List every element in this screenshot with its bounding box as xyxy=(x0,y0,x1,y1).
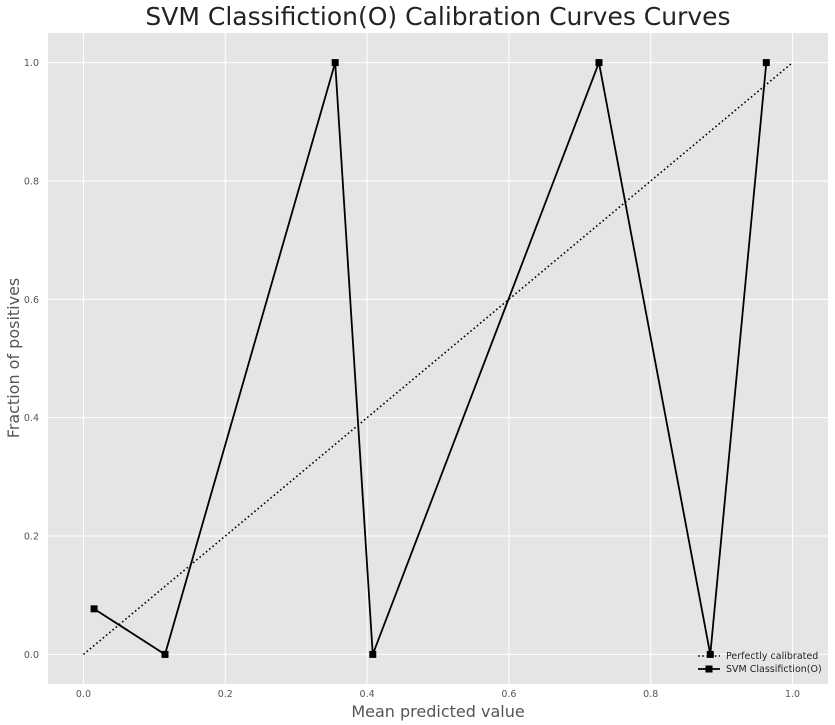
y-axis-label: Fraction of positives xyxy=(4,278,23,439)
svm-data-point xyxy=(762,59,770,67)
svm-data-point xyxy=(369,650,377,658)
perfect-calibration-line xyxy=(82,61,794,656)
y-tick-label: 0.4 xyxy=(24,413,39,424)
legend-label-svm: SVM Classifiction(O) xyxy=(726,664,822,675)
chart-title: SVM Classifiction(O) Calibration Curves … xyxy=(145,2,730,31)
svm-data-point xyxy=(595,59,603,67)
y-tick-label: 0.6 xyxy=(24,295,39,306)
x-tick-labels: 0.0 0.2 0.4 0.6 0.8 1.0 xyxy=(76,689,800,700)
legend-marker-svm xyxy=(705,665,713,673)
svm-data-point xyxy=(331,59,339,67)
gridlines xyxy=(48,33,828,684)
x-axis-label: Mean predicted value xyxy=(351,702,524,721)
y-tick-label: 1.0 xyxy=(24,58,39,69)
y-tick-label: 0.0 xyxy=(24,650,39,661)
legend: Perfectly calibrated SVM Classifiction(O… xyxy=(698,651,822,675)
y-tick-label: 0.8 xyxy=(24,176,39,187)
x-tick-label: 1.0 xyxy=(785,689,800,700)
svm-data-point xyxy=(90,605,98,613)
y-tick-label: 0.2 xyxy=(24,532,39,543)
data-series xyxy=(82,59,794,658)
x-tick-label: 0.0 xyxy=(76,689,91,700)
svm-data-point xyxy=(706,650,714,658)
y-tick-labels: 0.0 0.2 0.4 0.6 0.8 1.0 xyxy=(24,58,39,661)
svm-data-point xyxy=(161,650,169,658)
x-tick-label: 0.2 xyxy=(218,689,233,700)
x-tick-label: 0.4 xyxy=(360,689,375,700)
x-tick-label: 0.8 xyxy=(643,689,658,700)
x-tick-label: 0.6 xyxy=(501,689,516,700)
legend-label-perfect: Perfectly calibrated xyxy=(726,651,818,662)
